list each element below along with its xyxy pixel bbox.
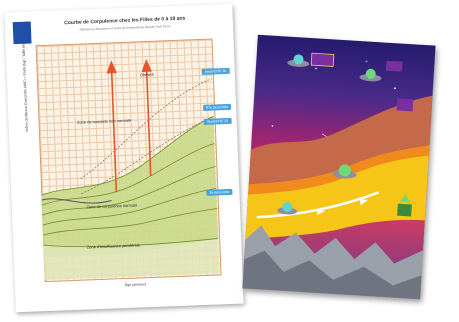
- y-axis-label: Indice de Masse Corporelle (IMC) = Poids…: [21, 41, 29, 132]
- illustrated-poster: [242, 34, 436, 300]
- percentile-line: [41, 143, 215, 206]
- sample-curve: [41, 198, 112, 204]
- growth-chart: [41, 58, 220, 281]
- iotf-25-line: [81, 116, 214, 194]
- arrow-head: [141, 58, 152, 73]
- arrow-icon: [360, 199, 369, 206]
- arrow-icon: [317, 208, 326, 215]
- percentile-line: [41, 166, 216, 216]
- callout-iotf-25: Seuil IOTF 25: [203, 117, 232, 125]
- percentile-line: [41, 116, 214, 196]
- red-rock-band: [247, 95, 433, 205]
- underweight-zone: [43, 238, 220, 281]
- poster-artwork: [242, 52, 433, 300]
- iotf-30-line: [80, 78, 213, 179]
- star-icon: [394, 87, 396, 90]
- callout-3rd: 3e percentile: [206, 188, 233, 196]
- arrow-icon: [399, 194, 410, 203]
- ufo-icon: [332, 164, 357, 179]
- callout-iotf-30: Seuil IOTF 30: [201, 67, 230, 75]
- percentile-line: [43, 238, 219, 248]
- sign-icon: [396, 98, 414, 112]
- mountain-shadow: [242, 250, 422, 300]
- percentile-line: [42, 188, 217, 226]
- ufo-icon: [277, 201, 298, 215]
- star-icon: [271, 125, 274, 127]
- star-icon: [315, 67, 317, 70]
- ufo-icon: [359, 68, 382, 82]
- sign-icon: [310, 52, 335, 67]
- callout-97th: 97e percentile: [203, 103, 232, 111]
- orange-path-edge: [248, 145, 430, 195]
- growth-chart-sheet: Courbe de Corpulence chez les Filles de …: [4, 3, 244, 313]
- sign-icon: [385, 60, 403, 72]
- sign-icon: [397, 203, 412, 217]
- percentile-line: [42, 208, 218, 236]
- x-axis-label: Âge (années): [124, 282, 146, 288]
- ufo-icon: [287, 54, 310, 67]
- star-icon: [365, 60, 368, 63]
- arrow-head: [106, 60, 117, 74]
- yellow-path: [245, 145, 430, 240]
- arrow-line: [145, 69, 152, 177]
- arrow-line: [110, 70, 118, 193]
